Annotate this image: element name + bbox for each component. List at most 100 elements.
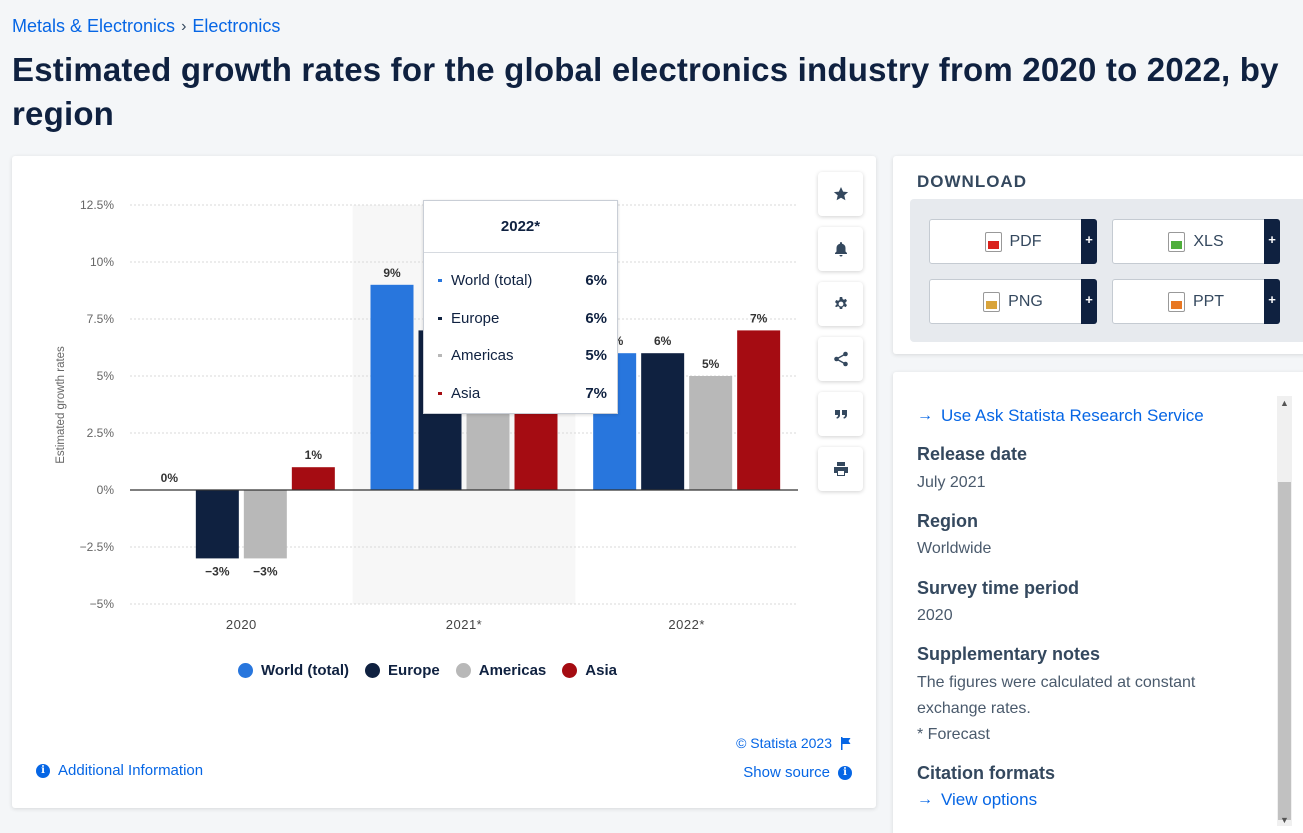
data-label: 0% xyxy=(161,471,179,485)
tooltip-row: World (total) 6% xyxy=(424,262,617,300)
breadcrumb-electronics[interactable]: Electronics xyxy=(192,16,281,36)
flag-icon xyxy=(841,736,851,750)
info-icon: i xyxy=(36,763,50,778)
tooltip-swatch xyxy=(438,316,442,320)
data-label: −3% xyxy=(205,564,230,578)
favorite-button[interactable] xyxy=(818,172,863,216)
scrollbar-thumb[interactable] xyxy=(1278,482,1291,820)
download-ppt-button[interactable]: PPT + xyxy=(1112,279,1280,324)
quote-icon xyxy=(834,410,847,419)
pdf-plus-button[interactable]: + xyxy=(1081,219,1097,264)
view-options-label: View options xyxy=(941,790,1038,809)
tooltip-row: Americas 5% xyxy=(424,337,617,375)
breadcrumb: Metals & Electronics › Electronics xyxy=(12,16,280,37)
arrow-right-icon: → xyxy=(917,407,933,424)
tooltip-title: 2022* xyxy=(424,201,617,253)
details-scrollbar[interactable]: ▲ ▼ xyxy=(1277,396,1292,826)
legend-item[interactable]: World (total) xyxy=(238,662,349,679)
data-label: 1% xyxy=(305,448,323,462)
data-label: 5% xyxy=(702,357,720,371)
bell-icon xyxy=(834,242,847,257)
forecast-note: * Forecast xyxy=(917,726,990,743)
show-source-link[interactable]: Show source i xyxy=(743,764,852,781)
legend-label: Europe xyxy=(388,662,440,679)
download-panel: PDF + XLS + PNG + PPT + xyxy=(910,199,1303,342)
bar xyxy=(737,330,781,490)
breadcrumb-separator: › xyxy=(181,17,187,35)
download-pdf-button[interactable]: PDF + xyxy=(929,219,1097,264)
release-date-label: Release date xyxy=(917,444,1028,464)
data-label: 9% xyxy=(383,266,401,280)
tooltip-value: 6% xyxy=(585,309,607,327)
tooltip-row: Asia 7% xyxy=(424,375,617,413)
download-png-button[interactable]: PNG + xyxy=(929,279,1097,324)
show-source-label: Show source xyxy=(743,764,830,781)
data-label: −3% xyxy=(253,564,278,578)
view-options-link[interactable]: → View options xyxy=(917,790,1037,810)
tooltip-swatch xyxy=(438,354,442,358)
download-title: DOWNLOAD xyxy=(917,172,1027,191)
additional-information-link[interactable]: i Additional Information xyxy=(36,762,203,779)
scroll-down-icon[interactable]: ▼ xyxy=(1280,815,1289,825)
tooltip-label: Americas xyxy=(451,347,514,365)
legend-item[interactable]: Asia xyxy=(562,662,617,679)
region-label: Region xyxy=(917,511,978,531)
png-icon xyxy=(983,291,1001,312)
pdf-icon xyxy=(984,231,1002,252)
ppt-icon xyxy=(1167,291,1185,312)
chart-tooltip: 2022* World (total) 6% Europe 6% Americas 5% A… xyxy=(423,200,618,414)
tooltip-label: Asia xyxy=(451,384,481,402)
cite-button[interactable] xyxy=(818,392,863,436)
share-button[interactable] xyxy=(818,337,863,381)
download-xls-label: XLS xyxy=(1193,232,1224,250)
legend-swatch xyxy=(238,663,253,678)
x-tick-label: 2022* xyxy=(668,617,704,632)
copyright-text: © Statista 2023 xyxy=(736,735,832,751)
release-date-value: July 2021 xyxy=(917,474,986,491)
page-title: Estimated growth rates for the global el… xyxy=(12,51,1279,132)
breadcrumb-metals-electronics[interactable]: Metals & Electronics xyxy=(12,16,176,36)
tooltip-label: World (total) xyxy=(451,272,533,290)
y-tick-label: 10% xyxy=(90,255,114,269)
x-tick-label: 2020 xyxy=(226,617,257,632)
png-plus-button[interactable]: + xyxy=(1081,279,1097,324)
download-pdf-label: PDF xyxy=(1009,232,1042,250)
tooltip-label: Europe xyxy=(451,309,500,327)
chart-legend: World (total) Europe Americas Asia xyxy=(238,662,617,679)
print-button[interactable] xyxy=(818,447,863,491)
region-value: Worldwide xyxy=(917,540,992,557)
bar xyxy=(370,284,414,490)
y-axis-label: Estimated growth rates xyxy=(55,346,67,464)
tooltip-swatch xyxy=(438,391,442,395)
download-xls-button[interactable]: XLS + xyxy=(1112,219,1280,264)
bar xyxy=(243,490,287,559)
scroll-up-icon[interactable]: ▲ xyxy=(1280,398,1289,408)
ask-statista-label: Use Ask Statista Research Service xyxy=(941,406,1204,425)
data-label: 7% xyxy=(750,311,768,325)
ask-statista-link[interactable]: → Use Ask Statista Research Service xyxy=(917,406,1204,426)
share-icon xyxy=(833,351,848,367)
xls-plus-button[interactable]: + xyxy=(1264,219,1280,264)
gear-icon xyxy=(834,297,847,309)
print-icon xyxy=(833,462,848,476)
x-tick-label: 2021* xyxy=(446,617,482,632)
y-tick-label: 5% xyxy=(97,369,115,383)
notification-button[interactable] xyxy=(818,227,863,271)
supplementary-notes-label: Supplementary notes xyxy=(917,644,1101,664)
copyright[interactable]: © Statista 2023 xyxy=(736,735,852,751)
survey-period-label: Survey time period xyxy=(917,578,1080,598)
bar xyxy=(195,490,239,559)
settings-button[interactable] xyxy=(818,282,863,326)
info-icon: i xyxy=(838,765,852,780)
tooltip-value: 6% xyxy=(585,272,607,290)
ppt-plus-button[interactable]: + xyxy=(1264,279,1280,324)
supplementary-notes-value: The figures were calculated at constant … xyxy=(917,674,1196,717)
bar-chart: 12.5% 10% 7.5% 5% 2.5% 0% −2.5% −5% Estimated gr… xyxy=(55,198,798,632)
additional-information-label: Additional Information xyxy=(58,762,204,779)
y-tick-label: 12.5% xyxy=(80,198,114,212)
y-tick-label: 7.5% xyxy=(87,312,115,326)
legend-item[interactable]: Americas xyxy=(455,662,546,679)
legend-item[interactable]: Europe xyxy=(365,662,440,679)
y-tick-label: −5% xyxy=(90,597,115,611)
chart-card: 12.5% 10% 7.5% 5% 2.5% 0% −2.5% −5% Estimated gr… xyxy=(12,156,876,808)
